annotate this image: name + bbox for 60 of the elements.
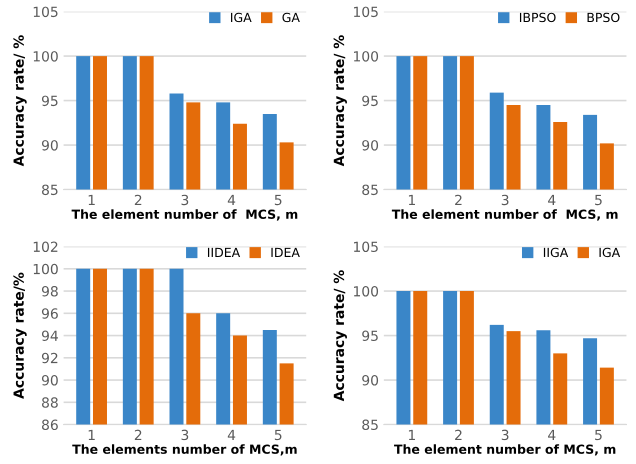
legend-label: GA — [282, 12, 300, 22]
y-tick-label: 105 — [354, 242, 378, 252]
y-tick-label: 95 — [362, 330, 378, 342]
x-tick-label: 1 — [408, 194, 415, 206]
y-tick-label: 100 — [34, 264, 58, 274]
x-tick-label: 5 — [595, 430, 602, 440]
x-tick-label: 2 — [455, 430, 462, 440]
legend-label: IIGA — [544, 248, 568, 258]
y-tick-label: 92 — [42, 352, 58, 364]
x-axis-title: The element number of MCS, m — [394, 444, 616, 456]
x-axis-title: The element number of MCS, m — [392, 209, 618, 221]
x-tick-label: 3 — [182, 194, 188, 206]
x-tick-label: 3 — [502, 194, 508, 206]
y-tick-label: 105 — [34, 6, 58, 18]
x-tick-label: 3 — [182, 430, 188, 440]
legend-label: IBPSO — [520, 12, 556, 22]
y-tick-label: 96 — [42, 308, 58, 319]
y-tick-label: 95 — [362, 96, 378, 106]
y-tick-label: 94 — [42, 330, 58, 342]
x-tick-label: 4 — [548, 194, 556, 206]
y-tick-label: 95 — [42, 96, 58, 106]
legend-label: IIDEA — [208, 248, 240, 257]
y-tick-label: 100 — [34, 51, 58, 62]
y-axis-title: Accuracy rate/ % — [334, 270, 347, 402]
y-tick-label: 85 — [362, 420, 378, 430]
legend-label: BPSO — [588, 12, 620, 22]
y-tick-label: 90 — [362, 140, 378, 151]
legend-label: IGA — [231, 12, 252, 22]
legend-label: IGA — [600, 248, 620, 258]
x-tick-label: 4 — [548, 430, 556, 440]
x-tick-label: 1 — [408, 430, 415, 440]
legend-label: IDEA — [271, 248, 300, 257]
x-tick-label: 4 — [228, 430, 236, 440]
y-axis-title: Accuracy rate/% — [13, 272, 27, 399]
y-tick-label: 86 — [42, 420, 58, 430]
y-axis-title: Accuracy rate/ % — [334, 35, 347, 166]
x-tick-label: 1 — [88, 194, 95, 206]
x-tick-label: 5 — [595, 194, 602, 206]
x-tick-label: 3 — [502, 430, 508, 440]
x-tick-label: 5 — [274, 194, 282, 206]
y-tick-label: 90 — [42, 140, 58, 151]
x-tick-label: 1 — [88, 430, 95, 440]
y-tick-label: 98 — [42, 286, 58, 297]
x-tick-label: 2 — [134, 430, 142, 440]
x-axis-title: The elements number of MCS,m — [72, 444, 297, 456]
y-tick-label: 85 — [42, 184, 58, 196]
x-axis-title: The element number of MCS, m — [72, 209, 298, 221]
x-tick-label: 2 — [134, 194, 142, 206]
y-axis-title: Accuracy rate/ % — [13, 35, 27, 166]
y-tick-label: 100 — [354, 51, 378, 62]
x-tick-label: 4 — [228, 194, 236, 206]
y-tick-label: 90 — [42, 375, 58, 386]
y-tick-label: 90 — [362, 375, 378, 386]
y-tick-label: 102 — [34, 242, 58, 252]
y-tick-label: 88 — [42, 397, 58, 408]
y-tick-label: 105 — [354, 6, 378, 18]
x-tick-label: 2 — [455, 194, 462, 206]
y-tick-label: 100 — [354, 286, 378, 297]
y-tick-label: 85 — [362, 184, 378, 196]
x-tick-label: 5 — [274, 430, 282, 440]
